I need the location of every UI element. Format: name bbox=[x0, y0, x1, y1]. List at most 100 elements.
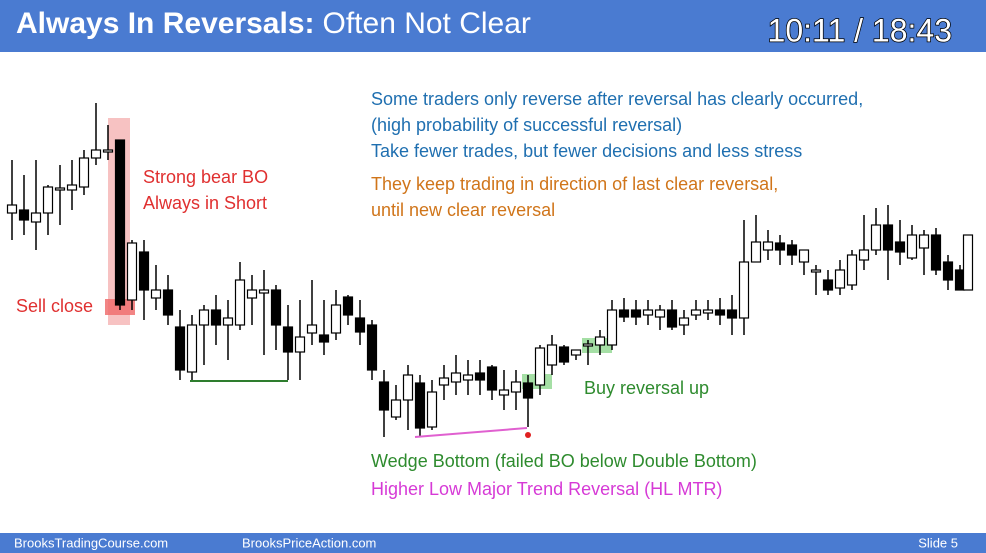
candlestick-chart bbox=[6, 103, 974, 437]
candle-body bbox=[342, 296, 354, 316]
candle-body bbox=[474, 372, 486, 381]
candle-body bbox=[786, 244, 798, 256]
candle-body bbox=[318, 334, 330, 343]
title-regular: Often Not Clear bbox=[323, 7, 531, 40]
candle-body bbox=[522, 382, 534, 399]
candle-body bbox=[702, 309, 714, 314]
candle-body bbox=[186, 324, 198, 373]
candle-body bbox=[426, 391, 438, 428]
candle-body bbox=[462, 374, 474, 381]
candle-body bbox=[294, 336, 306, 353]
candle-body bbox=[618, 309, 630, 318]
candle-body bbox=[774, 242, 786, 251]
candle-body bbox=[834, 269, 846, 289]
candle-body bbox=[654, 309, 666, 318]
annotation: Higher Low Major Trend Reversal (HL MTR) bbox=[371, 479, 722, 499]
candle-body bbox=[666, 309, 678, 328]
candle-body bbox=[798, 249, 810, 263]
footer-link: BrooksPriceAction.com bbox=[242, 535, 376, 550]
title: Always In Reversals: Often Not Clear bbox=[16, 7, 531, 40]
annotation: Sell close bbox=[16, 296, 93, 316]
candle-body bbox=[858, 249, 870, 261]
candle-body bbox=[282, 326, 294, 353]
candle-body bbox=[962, 234, 974, 291]
candle-body bbox=[102, 149, 114, 153]
annotation: Take fewer trades, but fewer decisions a… bbox=[371, 141, 802, 161]
candle-body bbox=[510, 381, 522, 393]
candle-body bbox=[66, 184, 78, 191]
candle-body bbox=[894, 241, 906, 253]
candle-body bbox=[390, 399, 402, 418]
candle-body bbox=[42, 186, 54, 214]
candle-body bbox=[354, 317, 366, 333]
candle-body bbox=[870, 224, 882, 251]
footer-bar bbox=[0, 533, 986, 553]
candle-body bbox=[594, 336, 606, 346]
candle-body bbox=[174, 326, 186, 371]
higher-low-dot bbox=[525, 432, 531, 438]
candle-body bbox=[30, 212, 42, 223]
candle-body bbox=[90, 149, 102, 159]
higher-low-line bbox=[414, 427, 528, 438]
candle-body bbox=[942, 261, 954, 281]
footer-link: BrooksTradingCourse.com bbox=[14, 535, 168, 550]
candle-body bbox=[162, 289, 174, 316]
candle-body bbox=[378, 381, 390, 411]
candle-body bbox=[678, 317, 690, 326]
candle-body bbox=[6, 204, 18, 214]
annotation: They keep trading in direction of last c… bbox=[371, 174, 778, 194]
candle-body bbox=[642, 309, 654, 316]
candle-body bbox=[738, 261, 750, 319]
candle-body bbox=[498, 389, 510, 396]
candle-body bbox=[18, 209, 30, 221]
candle-body bbox=[822, 279, 834, 291]
candle-body bbox=[606, 309, 618, 346]
annotation: until new clear reversal bbox=[371, 200, 555, 220]
candle-body bbox=[222, 317, 234, 326]
candle-body bbox=[414, 382, 426, 429]
annotation: Always in Short bbox=[143, 193, 267, 213]
candle-body bbox=[810, 269, 822, 273]
candle-body bbox=[918, 234, 930, 249]
candle-body bbox=[750, 241, 762, 263]
title-bold: Always In Reversals: bbox=[16, 7, 315, 40]
candle-body bbox=[906, 234, 918, 259]
annotation: Some traders only reverse after reversal… bbox=[371, 89, 863, 109]
candle-body bbox=[138, 251, 150, 291]
candle-body bbox=[438, 377, 450, 386]
candle-body bbox=[402, 374, 414, 401]
candle-body bbox=[306, 324, 318, 334]
candle-body bbox=[234, 279, 246, 326]
candle-body bbox=[246, 289, 258, 299]
candle-body bbox=[846, 254, 858, 286]
candle-body bbox=[570, 349, 582, 356]
annotation: Wedge Bottom (failed BO below Double Bot… bbox=[371, 451, 757, 471]
candle-body bbox=[546, 344, 558, 366]
candle-body bbox=[714, 309, 726, 316]
candle-body bbox=[726, 309, 738, 319]
header-bar bbox=[0, 0, 986, 52]
candle-body bbox=[126, 242, 138, 301]
candle-body bbox=[150, 289, 162, 299]
candle-body bbox=[534, 347, 546, 386]
candle-body bbox=[114, 139, 126, 306]
annotation: (high probability of successful reversal… bbox=[371, 115, 682, 135]
candle-body bbox=[486, 366, 498, 391]
candle-body bbox=[882, 224, 894, 251]
video-timer: 10:11 / 18:43 bbox=[768, 12, 952, 48]
candle-body bbox=[258, 289, 270, 294]
candle-body bbox=[450, 372, 462, 383]
candle-body bbox=[198, 309, 210, 326]
candle-body bbox=[930, 234, 942, 271]
candle-body bbox=[270, 289, 282, 326]
candle-body bbox=[330, 304, 342, 334]
candle-body bbox=[762, 241, 774, 251]
candle-body bbox=[210, 309, 222, 326]
annotation: Strong bear BO bbox=[143, 167, 268, 187]
candle-body bbox=[558, 346, 570, 363]
candle-body bbox=[54, 187, 66, 191]
candle-body bbox=[78, 157, 90, 188]
candle-body bbox=[582, 343, 594, 347]
annotation: Buy reversal up bbox=[584, 378, 709, 398]
